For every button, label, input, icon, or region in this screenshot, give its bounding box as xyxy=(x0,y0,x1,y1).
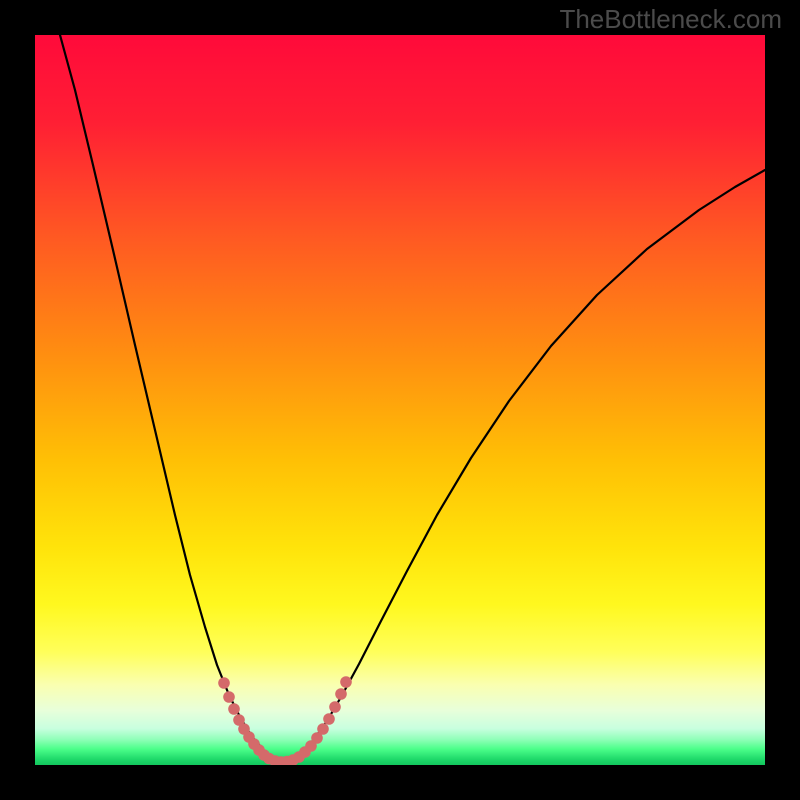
gradient-background xyxy=(35,35,765,765)
watermark-text: TheBottleneck.com xyxy=(559,4,782,35)
bottleneck-chart xyxy=(0,0,800,800)
